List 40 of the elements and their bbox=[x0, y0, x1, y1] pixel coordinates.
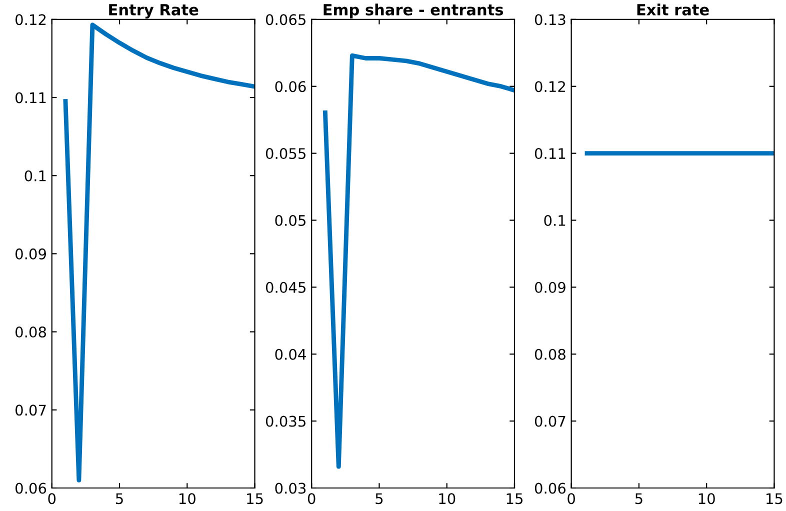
y-tick-label: 0.12 bbox=[16, 14, 46, 26]
y-tick-label: 0.09 bbox=[534, 282, 566, 293]
y-tick-label: 0.03 bbox=[275, 482, 306, 494]
y-tick-label: 0.06 bbox=[534, 482, 566, 494]
y-tick-label: 0.13 bbox=[534, 14, 566, 26]
x-tick-label: 15 bbox=[247, 493, 263, 504]
y-tick-label: 0.07 bbox=[534, 416, 566, 427]
x-tick-label: 0 bbox=[308, 493, 316, 504]
y-tick-label: 0.05 bbox=[275, 214, 306, 226]
y-tick-label: 0.09 bbox=[16, 248, 46, 260]
x-tick-label: 0 bbox=[48, 493, 56, 504]
chart-title: Entry Rate bbox=[109, 4, 198, 19]
x-tick-label: 10 bbox=[179, 493, 196, 504]
y-tick-label: 0.12 bbox=[534, 81, 565, 92]
chart-title: Emp share - entrants bbox=[324, 4, 504, 18]
y-tick-label: 0.08 bbox=[534, 348, 566, 360]
y-tick-label: 0.065 bbox=[266, 14, 306, 26]
y-tick-label: 0.045 bbox=[266, 282, 306, 293]
y-tick-label: 0.07 bbox=[16, 404, 46, 416]
x-tick-label: 5 bbox=[116, 493, 123, 504]
y-tick-label: 0.1 bbox=[544, 214, 566, 226]
x-tick-label: 5 bbox=[635, 493, 642, 504]
line-series bbox=[63, 22, 255, 482]
y-tick-label: 0.11 bbox=[534, 148, 566, 160]
x-tick-label: 0 bbox=[568, 493, 575, 504]
x-tick-label: 5 bbox=[376, 493, 383, 504]
x-tick-label: 15 bbox=[766, 493, 782, 504]
line-series bbox=[322, 53, 514, 469]
y-tick-label: 0.04 bbox=[275, 348, 306, 360]
x-tick-label: 15 bbox=[506, 493, 522, 504]
y-tick-label: 0.1 bbox=[24, 170, 46, 182]
y-tick-label: 0.06 bbox=[16, 482, 46, 494]
chart-title: Exit rate bbox=[637, 4, 709, 16]
y-tick-label: 0.06 bbox=[275, 81, 306, 92]
y-tick-label: 0.11 bbox=[16, 92, 46, 104]
y-tick-label: 0.08 bbox=[16, 326, 46, 338]
x-tick-label: 10 bbox=[439, 493, 456, 504]
x-tick-label: 10 bbox=[698, 493, 715, 504]
y-tick-label: 0.035 bbox=[266, 416, 306, 427]
y-tick-label: 0.055 bbox=[266, 148, 306, 160]
